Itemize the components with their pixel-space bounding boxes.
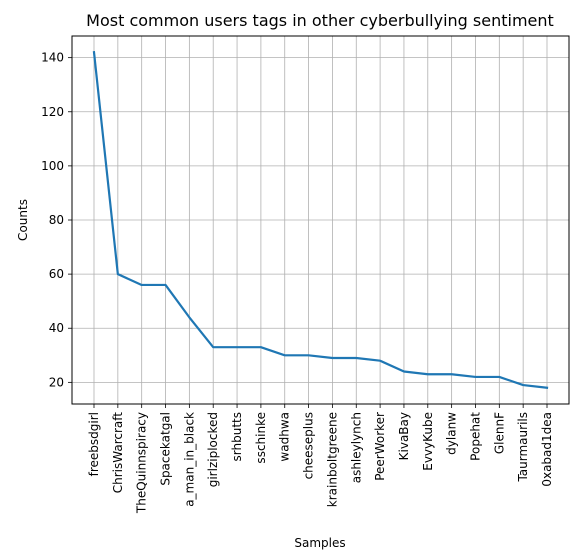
x-tick-label: krainboltgreene [325, 412, 339, 507]
x-tick-label: Taurmaurils [516, 412, 530, 483]
y-tick-label: 60 [49, 267, 64, 281]
x-axis-ticks: freebsdgirl ChrisWarcraft TheQuinnspiracy S… [87, 404, 554, 514]
x-tick-label: KivaBay [397, 412, 411, 460]
y-tick-label: 40 [49, 321, 64, 335]
x-tick-label: PeerWorker [373, 412, 387, 481]
x-tick-label: srhbutts [230, 412, 244, 461]
y-tick-label: 100 [41, 159, 64, 173]
y-tick-label: 20 [49, 375, 64, 389]
x-tick-label: TheQuinnspiracy [135, 412, 149, 514]
x-tick-label: dylanw [445, 412, 459, 455]
x-tick-label: girlziplocked [206, 412, 220, 487]
x-tick-label: sschinke [254, 412, 268, 464]
x-tick-label: GlennF [492, 412, 506, 454]
y-tick-label: 80 [49, 213, 64, 227]
chart-title: Most common users tags in other cyberbul… [86, 11, 554, 30]
series-line [92, 51, 549, 389]
x-tick-label: cheeseplus [302, 412, 316, 479]
y-tick-label: 120 [41, 105, 64, 119]
y-axis-label: Counts [16, 199, 30, 241]
x-axis-label: Samples [294, 536, 345, 550]
series-line-group [92, 51, 549, 389]
x-tick-label: ashleylynch [349, 412, 363, 483]
x-tick-label: EvvyKube [421, 412, 435, 471]
x-tick-label: Popehat [468, 412, 482, 461]
x-tick-label: freebsdgirl [87, 412, 101, 476]
x-tick-label: 0xabad1dea [540, 412, 554, 487]
y-axis-ticks: 20 40 60 80 100 120 140 [41, 51, 72, 389]
grid-lines [72, 36, 569, 404]
x-tick-label: a_man_in_black [182, 412, 196, 507]
y-tick-label: 140 [41, 51, 64, 65]
x-tick-label: wadhwa [278, 412, 292, 462]
x-tick-label: Spacekatgal [159, 412, 173, 486]
x-tick-label: ChrisWarcraft [111, 412, 125, 494]
